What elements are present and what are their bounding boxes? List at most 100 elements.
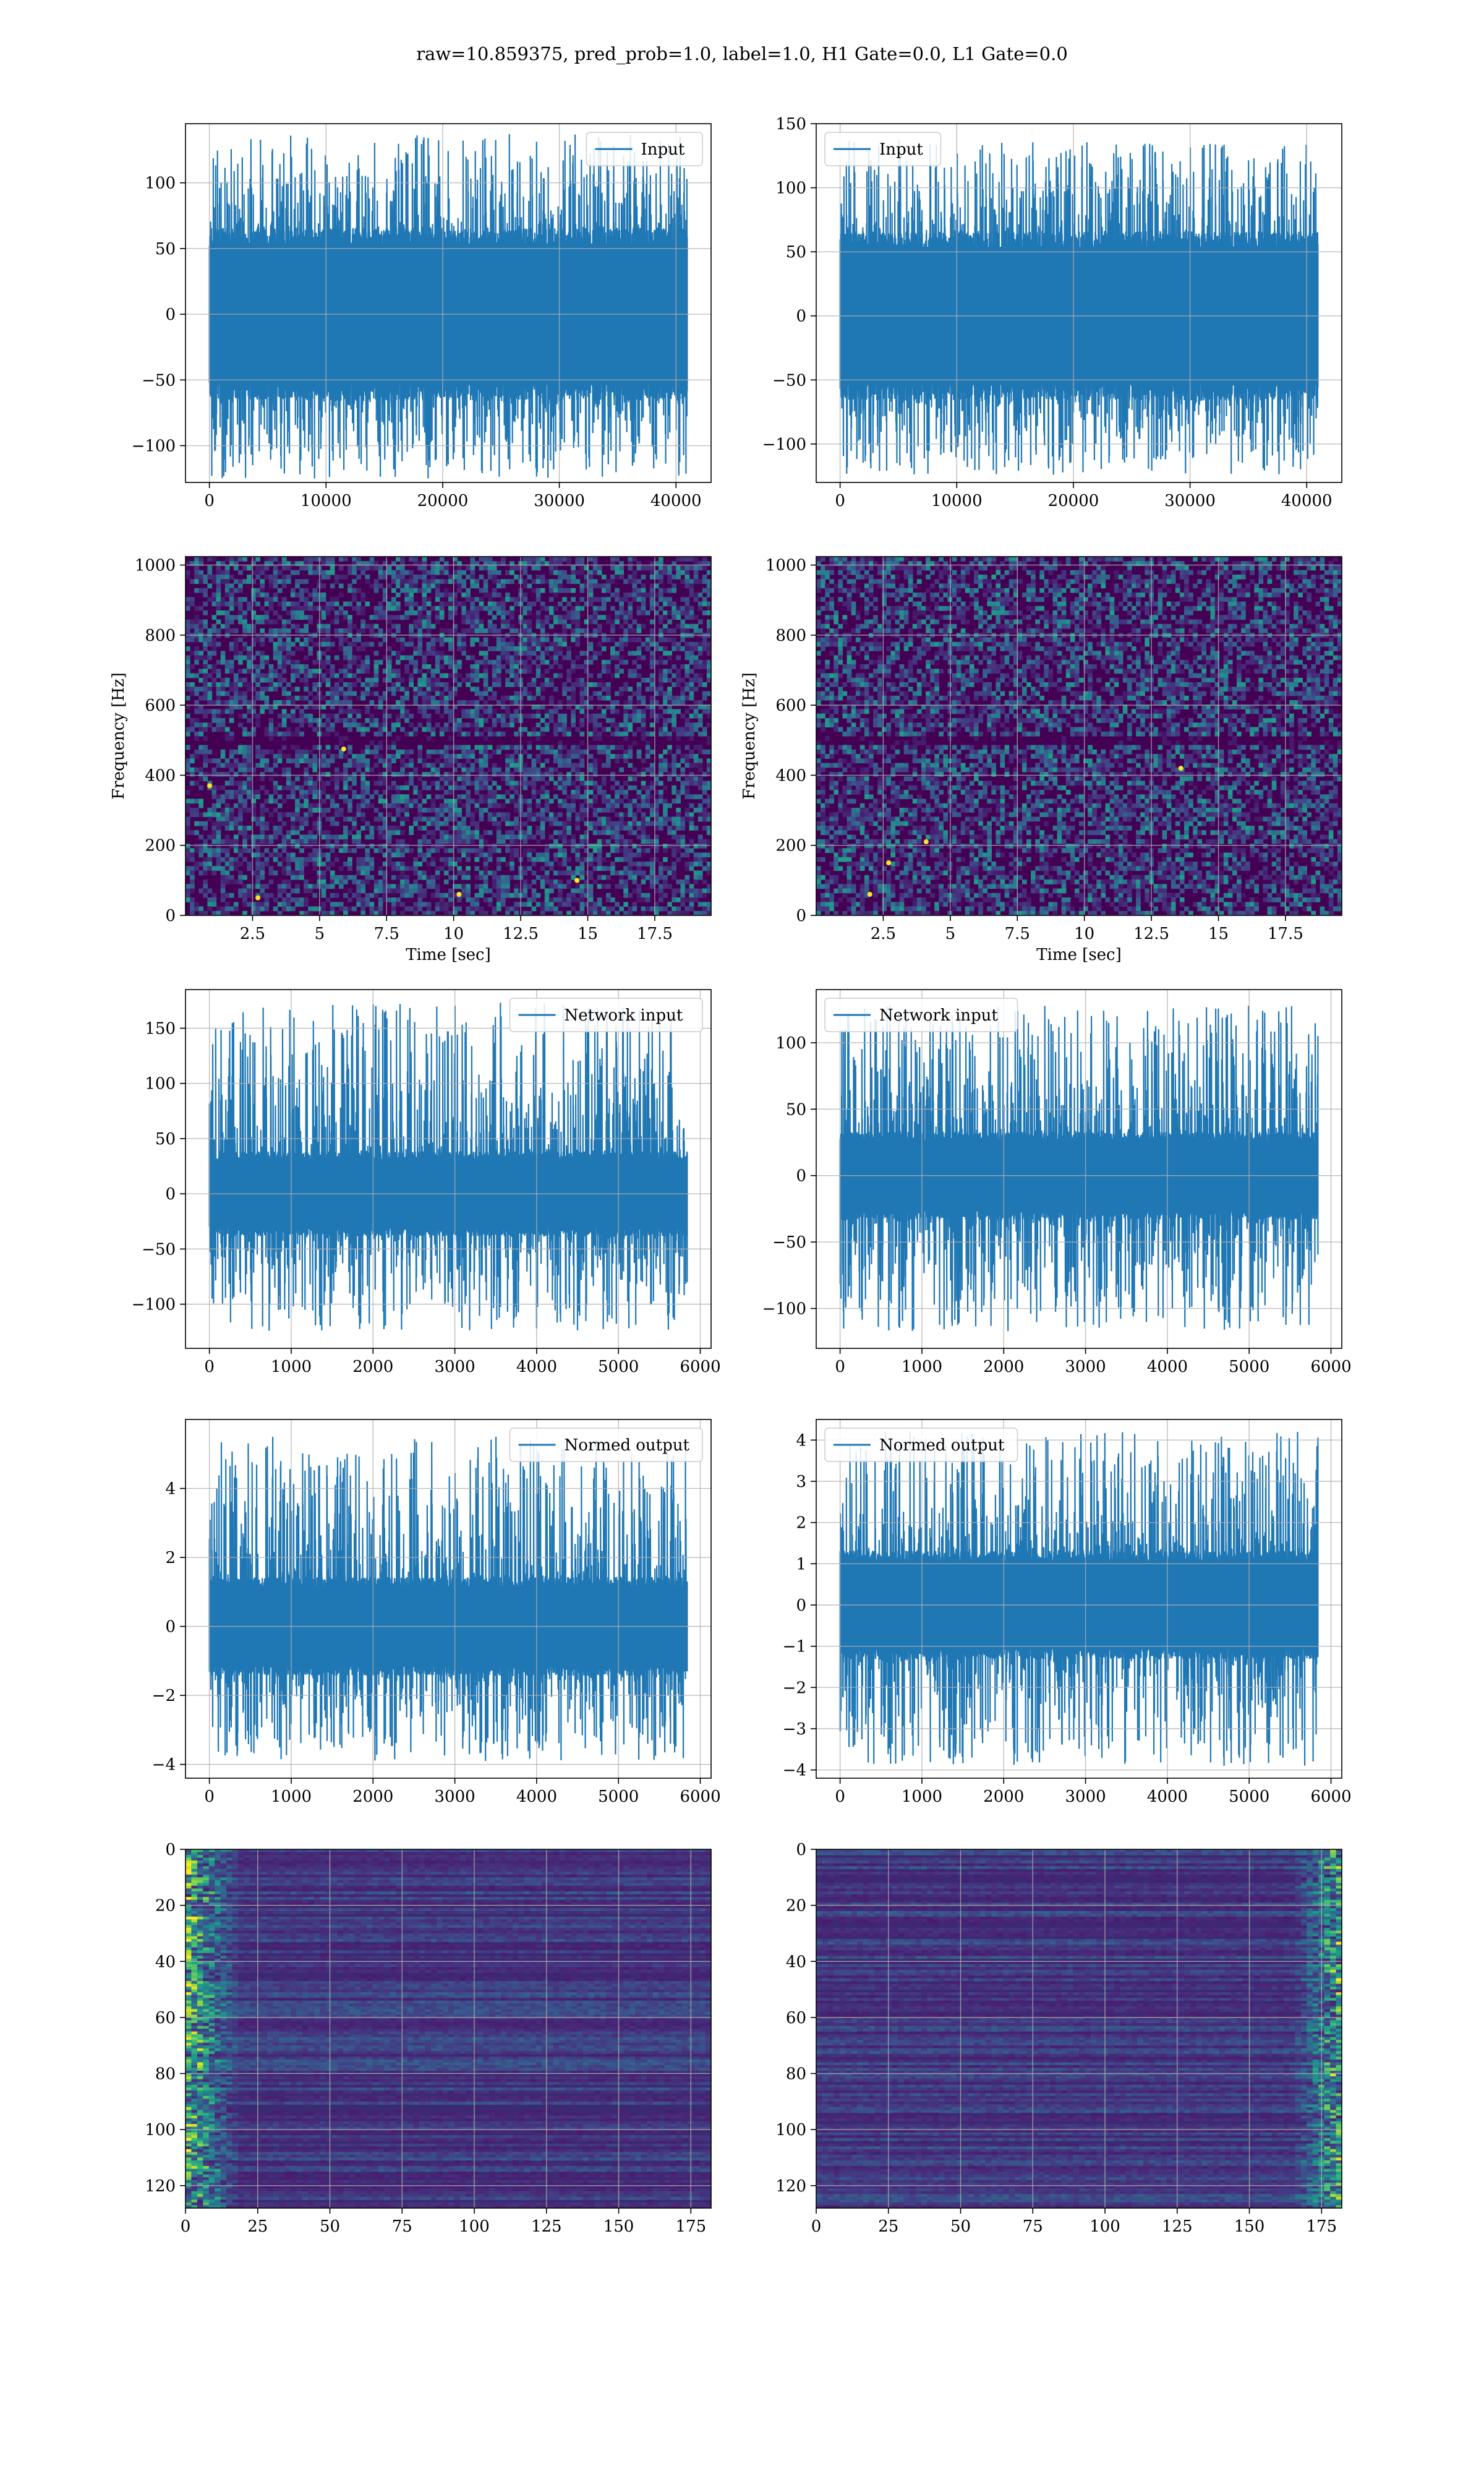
spectrogram-cell [448,826,453,831]
spectrogram-cell [702,646,707,651]
spectrogram-cell [483,583,488,589]
spectrogram-cell [312,763,318,768]
spectrogram-cell [435,593,440,597]
spectrogram-cell [535,736,541,741]
spectrogram-cell [641,816,646,822]
spectrogram-cell [382,593,388,597]
spectrogram-cell [396,848,401,854]
spectrogram-cell [422,781,427,786]
spectrogram-cell [492,691,497,696]
spectrogram-cell [575,628,581,633]
spectrogram-cell [531,677,537,683]
spectrogram-cell [413,772,418,777]
spectrogram-cell [628,745,633,750]
spectrogram-cell [632,816,638,822]
spectrogram-cell [382,826,388,831]
spectrogram-cell [663,857,668,862]
spectrogram-cell [260,749,265,755]
spectrogram-cell [352,848,357,854]
spectrogram-cell [558,673,563,678]
spectrogram-cell [242,691,247,696]
spectrogram-cell [575,763,581,768]
spectrogram-cell [264,673,270,678]
spectrogram-cell [348,691,352,696]
spectrogram-cell [334,834,339,840]
spectrogram-cell [535,619,541,625]
spectrogram-cell [224,704,230,710]
spectrogram-cell [190,664,195,669]
spectrogram-cell [216,669,221,674]
spectrogram-cell [487,575,493,580]
spectrogram-cell [443,695,449,701]
spectrogram-cell [382,798,388,804]
spectrogram-cell [562,758,567,764]
spectrogram-cell [312,641,318,647]
spectrogram-cell [413,610,418,615]
spectrogram-cell [654,848,659,854]
spectrogram-cell [667,687,672,692]
spectrogram-cell [400,798,405,804]
spectrogram-cell [562,798,567,804]
spectrogram-cell [396,606,401,611]
spectrogram-cell [592,794,598,800]
spectrogram-cell [641,623,646,629]
spectrogram-cell [474,866,480,871]
spectrogram-cell [453,781,458,786]
spectrogram-cell [430,651,436,656]
spectrogram-cell [281,844,287,849]
spectrogram-cell [321,610,326,615]
spectrogram-cell [483,862,488,867]
spectrogram-cell [505,812,510,818]
spectrogram-cell [641,597,646,602]
spectrogram-cell [606,875,611,880]
spectrogram-cell [203,826,208,831]
spectrogram-cell [443,722,449,728]
spectrogram-cell [663,812,668,818]
spectrogram-cell [483,637,488,643]
spectrogram-cell [562,588,567,593]
spectrogram-cell [689,610,694,615]
spectrogram-cell [304,781,309,786]
spectrogram-cell [404,812,409,818]
spectrogram-cell [706,862,711,867]
spectrogram-cell [496,713,501,719]
spectrogram-cell [229,776,234,782]
spectrogram-cell [365,834,370,840]
spectrogram-cell [672,637,676,643]
spectrogram-cell [334,682,339,687]
spectrogram-cell [220,718,226,723]
spectrogram-cell [689,866,694,871]
spectrogram-cell [443,772,449,777]
spectrogram-cell [194,615,199,620]
spectrogram-cell [632,588,638,593]
spectrogram-cell [684,669,690,674]
spectrogram-cell [693,570,699,575]
spectrogram-cell [251,798,256,804]
spectrogram-cell [325,669,331,674]
spectrogram-cell [325,830,331,836]
spectrogram-cell [510,776,514,782]
spectrogram-cell [492,848,497,854]
spectrogram-cell [295,615,300,620]
spectrogram-cell [632,821,638,826]
spectrogram-cell [356,767,361,773]
spectrogram-cell [649,709,655,714]
spectrogram-cell [396,623,401,629]
spectrogram-cell [247,767,252,773]
spectrogram-cell [308,758,313,764]
spectrogram-cell [601,669,607,674]
spectrogram-cell [628,637,633,643]
spectrogram-cell [312,754,318,759]
spectrogram-cell [649,619,655,625]
spectrogram-cell [496,875,501,880]
spectrogram-cell [417,808,423,813]
spectrogram-cell [273,687,278,692]
spectrogram-cell [343,785,348,790]
spectrogram-cell [194,687,199,692]
spectrogram-cell [474,623,480,629]
spectrogram-cell [610,628,615,633]
spectrogram-cell [260,570,265,575]
spectrogram-cell [654,583,659,589]
spectrogram-cell [505,623,510,629]
spectrogram-cell [453,745,458,750]
